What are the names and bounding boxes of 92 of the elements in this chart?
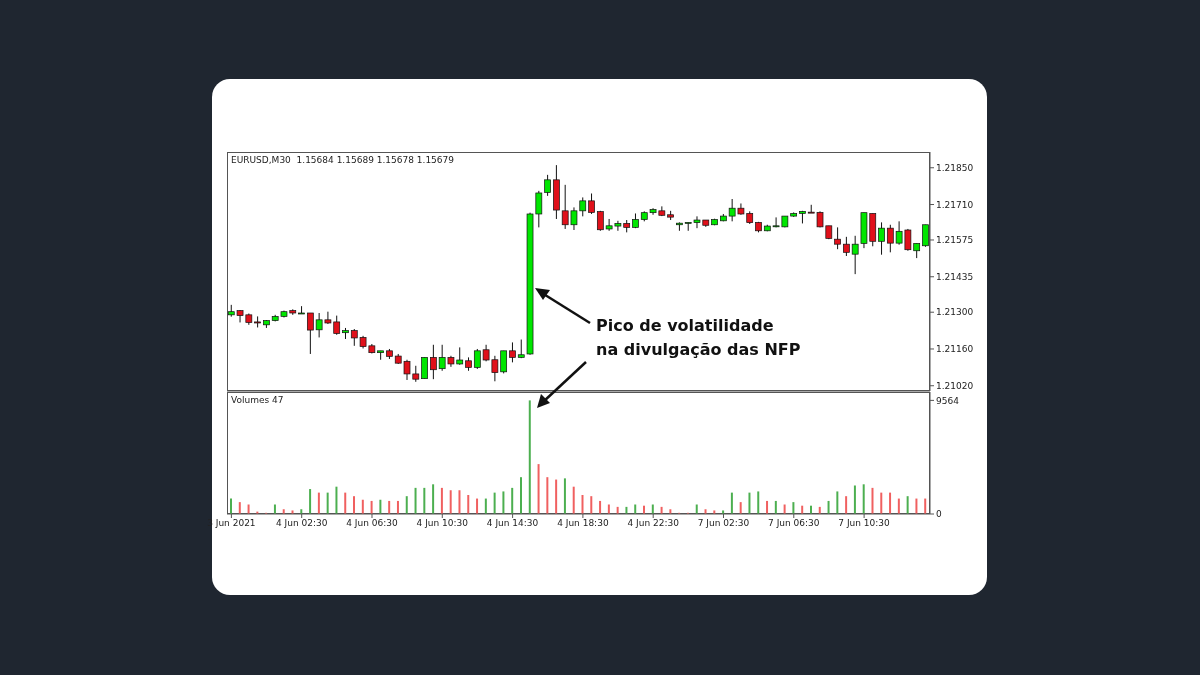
y-tick-label: 1.21850 xyxy=(936,162,974,173)
bar xyxy=(247,504,250,514)
bar xyxy=(344,492,347,514)
bar xyxy=(827,500,830,514)
x-tick-label: 7 Jun 10:30 xyxy=(838,518,891,529)
bar xyxy=(836,491,839,514)
y-tick-label: 9564 xyxy=(936,395,960,406)
x-tick-label: 4 Jun 02:30 xyxy=(275,518,328,529)
bar xyxy=(335,486,338,514)
candlestick xyxy=(509,341,516,363)
x-tick-label: 7 Jun 06:30 xyxy=(768,518,820,529)
bar xyxy=(862,484,865,514)
candlestick xyxy=(421,356,428,380)
bar xyxy=(906,496,909,514)
bar xyxy=(572,486,575,514)
x-tick-label: 4 Jun 10:30 xyxy=(416,518,469,529)
bar xyxy=(414,487,417,514)
bar xyxy=(590,496,593,514)
chart-title: Volumes 47 xyxy=(231,395,284,405)
bar xyxy=(317,492,320,514)
bar xyxy=(467,494,470,514)
bar xyxy=(634,504,637,514)
y-tick-label: 0 xyxy=(936,509,942,520)
bar xyxy=(757,491,760,514)
x-tick-label: 4 Jun 22:30 xyxy=(627,518,680,529)
candlestick xyxy=(843,236,850,257)
bar xyxy=(695,504,698,514)
y-tick-label: 1.21020 xyxy=(936,380,974,391)
bar xyxy=(458,490,461,514)
bar xyxy=(739,502,742,514)
bar xyxy=(783,504,786,514)
bar xyxy=(924,498,927,514)
bar xyxy=(651,504,654,514)
bar xyxy=(511,487,514,514)
bar xyxy=(396,500,399,514)
bar xyxy=(774,500,777,514)
y-tick-label: 1.21575 xyxy=(936,235,974,246)
y-tick-label: 1.21160 xyxy=(936,344,974,355)
bar xyxy=(563,478,566,514)
bar xyxy=(388,500,391,514)
annotation: Pico de volatilidade na divulgação das NFP xyxy=(596,315,801,361)
bar xyxy=(230,498,232,514)
bar xyxy=(519,477,522,514)
bar xyxy=(432,484,435,514)
x-tick-label: 7 Jun 02:30 xyxy=(697,518,750,529)
bar xyxy=(440,487,443,514)
candlestick xyxy=(430,344,437,380)
bar xyxy=(581,494,584,514)
bar xyxy=(607,504,610,514)
candlestick xyxy=(851,235,859,275)
bar xyxy=(792,502,795,514)
bar xyxy=(555,479,558,514)
bar xyxy=(309,489,312,514)
bar xyxy=(273,504,276,514)
bar xyxy=(476,498,479,514)
chart-title: EURUSD,M30 1.15684 1.15689 1.15678 1.15679 xyxy=(231,155,455,165)
bar xyxy=(730,492,733,514)
bar xyxy=(845,496,848,514)
bar xyxy=(889,492,892,514)
bar xyxy=(326,492,329,514)
y-tick-label: 1.21300 xyxy=(936,307,974,318)
bar xyxy=(502,491,505,514)
bar xyxy=(379,499,382,514)
bar xyxy=(546,477,549,514)
bar xyxy=(361,499,364,514)
bar xyxy=(537,464,540,514)
bar xyxy=(599,500,602,514)
bar xyxy=(528,400,531,514)
bar xyxy=(897,498,900,514)
bar xyxy=(405,496,408,514)
y-tick-label: 1.21435 xyxy=(936,271,974,282)
bar xyxy=(915,498,918,514)
bar xyxy=(238,502,241,514)
bar xyxy=(370,500,373,514)
bar xyxy=(484,498,487,514)
x-tick-label: 4 Jun 06:30 xyxy=(346,518,398,529)
bar xyxy=(493,492,496,514)
bar xyxy=(748,492,751,514)
x-tick-label: 4 Jun 18:30 xyxy=(557,518,609,529)
y-tick-label: 1.21710 xyxy=(936,199,974,210)
bar xyxy=(766,500,769,514)
bar xyxy=(853,485,856,514)
bar xyxy=(871,487,874,514)
candlestick xyxy=(878,221,885,256)
bar xyxy=(423,487,426,514)
bar xyxy=(880,492,883,514)
candlestick xyxy=(834,226,841,250)
bar xyxy=(449,490,452,514)
candlestick xyxy=(544,174,551,197)
bar xyxy=(353,496,356,514)
x-tick-label: 4 Jun 14:30 xyxy=(486,518,539,529)
candlestick xyxy=(588,193,595,215)
